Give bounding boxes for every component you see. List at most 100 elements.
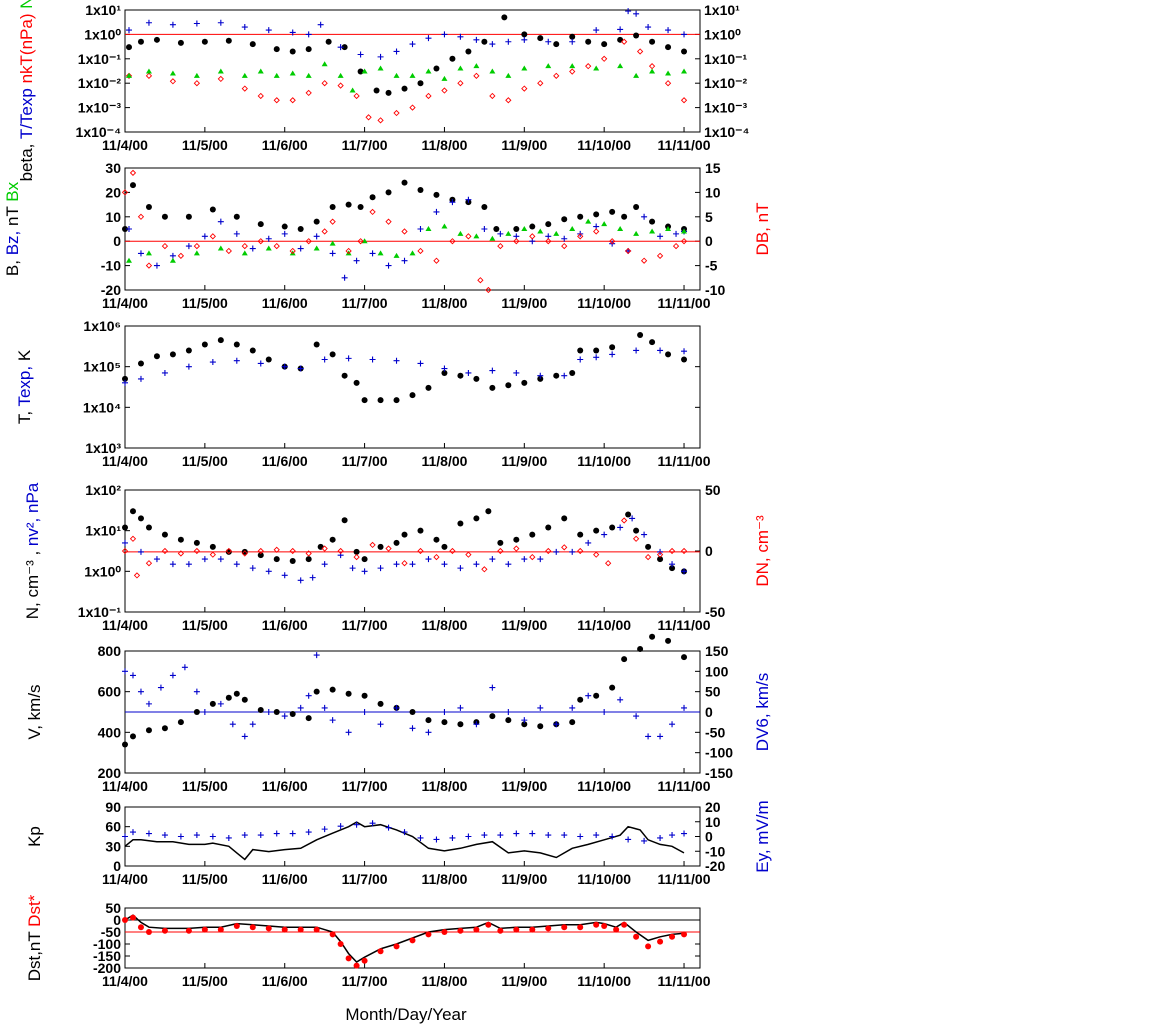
panel-2-db-point [433,257,440,264]
panel-2-db-point [369,208,376,216]
panel-4-nv-point [505,561,512,568]
panel-7-dst-point [129,914,136,921]
panel-2-db-point [137,213,145,220]
panel-2-ylabel-part: B, [3,260,22,276]
panel-1-na-np-point [665,70,672,76]
panel-1-na-np-point [169,70,176,76]
panel-4-n-point [417,527,424,534]
panel-2-b-point [545,221,552,228]
panel-3-t-point [537,375,544,382]
panel-5-v-point [489,713,496,720]
panel-7-ytick-label: -100 [93,936,121,952]
panel-3-xtick-label: 11/9/00 [501,453,547,469]
panel-6-xtick-label: 11/5/00 [182,871,228,887]
panel-3-t-point [353,379,360,386]
panel-1-t-texp-point [425,35,432,42]
panel-2-bz-point [137,250,144,257]
panel-7-dst-point [161,927,168,934]
panel-4-nv-point [425,556,432,563]
panel-4-dn-point [305,550,312,557]
panel-7-dst-point [645,943,652,950]
panel-2-db-point [545,238,552,245]
panel-4-dn-point [632,535,640,542]
panel-2-bx-point [393,252,400,258]
panel-1-beta-point [681,48,688,55]
panel-6-ey-point [465,833,472,840]
panel-2-bz-point [449,199,456,206]
panel-7-dst-point [329,931,336,938]
panel-5-dv6-point [617,696,624,703]
panel-2-b-point [313,218,320,225]
panel-5-v-point [241,696,248,703]
panel-7-dst-point [545,925,552,932]
panel-6-xtick-label: 11/4/00 [102,871,148,887]
panel-2-bz-point [673,230,680,237]
panel-1-t-texp-point [357,51,364,58]
panel-2-b-point [329,204,336,211]
panel-6-ey-point [669,832,676,839]
panel-3-t-point [217,337,224,344]
panel-4-dn-point [529,553,536,561]
panel-1-beta-point [633,32,640,39]
panel-1-xtick-label: 11/6/00 [262,137,308,153]
panel-2-b-point [357,204,364,211]
panel-1-na-np-point [217,68,224,74]
panel-2-db-point [513,238,520,245]
panel-6-xtick-label: 11/7/00 [342,871,388,887]
panel-4-dn-point [145,560,153,567]
panel-2-bx-point [537,228,544,234]
panel-2-b-point [209,206,216,213]
panel-1-t-texp-point [505,38,512,45]
panel-7-xtick-label: 11/9/00 [501,973,547,989]
panel-5-v-point [609,684,616,691]
panel-7-dst-point [337,941,344,947]
panel-1-ylabel-part: beta, [17,144,36,182]
panel-1-beta-point [305,46,312,53]
panel-2-db-point [129,169,137,177]
panel-4-frame [124,489,701,613]
panel-1-beta-point [385,89,392,96]
panel-5-dv6-point [321,704,328,711]
panel-5-xtick-label: 11/9/00 [501,778,547,794]
panel-5-dv6-point [585,692,592,699]
panel-1-nkt-npa-point [365,114,372,121]
panel-7-dst-point [185,927,192,934]
panel-1-ytick-label-right: 1x10⁻² [704,75,748,91]
panel-3-xtick-label: 11/6/00 [262,453,308,469]
panel-1-t-texp-point [317,21,324,28]
panel-1-na-np-point [193,72,200,78]
panel-6-ey-point [657,834,664,841]
panel-1-na-np-point [241,72,248,78]
panel-3-xtick-label: 11/7/00 [342,453,388,469]
panel-1-na-np-point [125,72,132,78]
panel-5-dv6-point [473,721,480,728]
panel-5-dv6-point [181,664,188,671]
panel-4-nv-point [457,565,464,572]
panel-6-ytick-label: 30 [105,838,121,854]
panel-6-ey-point [161,832,168,839]
panel-6-ey-point [225,834,232,841]
panel-2-bx-point [681,228,688,234]
panel-1-na-np-point [361,68,368,74]
panel-2-ytick-label-right: -5 [705,258,718,274]
panel-2-bz-point [497,230,504,237]
panel-6-ytick-label: 90 [105,799,121,815]
panel-1-na-np-point [473,63,480,69]
panel-2-bx-point [125,257,132,263]
panel-5-v-point [681,654,688,661]
panel-7-xtick-label: 11/4/00 [102,973,148,989]
panel-2-xtick-label: 11/7/00 [342,295,388,311]
panel-7-ylabel: Dst,nT Dst* [25,894,44,981]
panel-1-nkt-npa-point [441,87,448,94]
panel-1-na-np-point [441,75,448,81]
panel-7-dst-point [249,924,256,931]
panel-4-dn-point [593,551,600,558]
panel-7-xtick-label: 11/10/00 [577,973,631,989]
panel-5-dv6-point [505,709,512,715]
panel-2-ytick-label-right: 0 [705,233,713,249]
panel-5-ytick-label-right: -150 [705,765,733,781]
panel-2-db-point [121,189,129,196]
panel-1-ylabel-part: nkT(nPa) [17,14,36,89]
panel-2-db-point [485,286,492,294]
panel-7-dst-point [281,926,288,933]
